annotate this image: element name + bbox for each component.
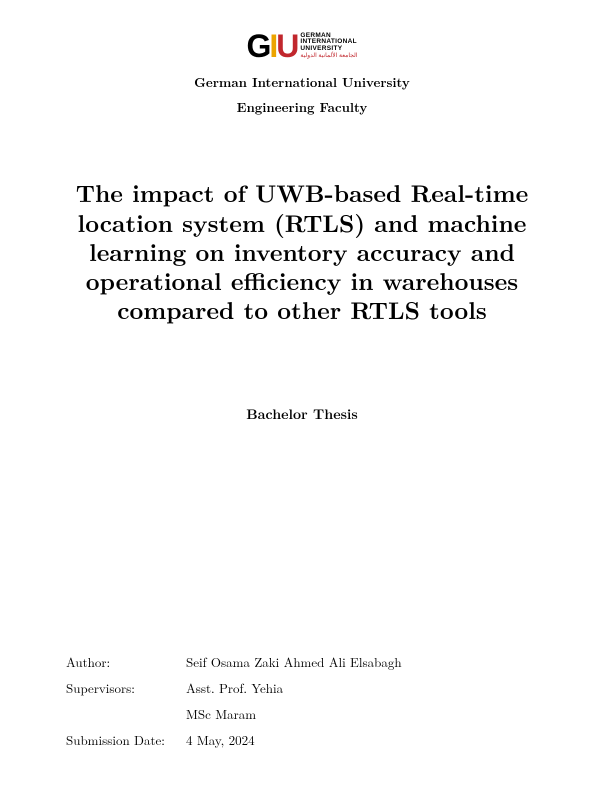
date-value: 4 May, 2024 — [186, 727, 544, 753]
supervisor-2: MSc Maram — [186, 701, 544, 727]
thesis-subtitle: Bachelor Thesis — [60, 404, 544, 424]
thesis-title: The impact of UWB-based Real-time locati… — [50, 179, 554, 325]
supervisors-row-2: MSc Maram — [66, 701, 544, 727]
date-row: Submission Date: 4 May, 2024 — [66, 727, 544, 753]
supervisors-label-empty — [66, 701, 186, 727]
supervisor-1: Asst. Prof. Yehia — [186, 675, 544, 701]
author-row: Author: Seif Osama Zaki Ahmed Ali Elsaba… — [66, 649, 544, 675]
logo-row: GIU GERMAN INTERNATIONAL UNIVERSITY الجا… — [60, 30, 544, 62]
logo-text-block: GERMAN INTERNATIONAL UNIVERSITY الجامعة … — [300, 33, 357, 60]
logo-letters: GIU — [246, 30, 297, 62]
date-label: Submission Date: — [66, 727, 186, 753]
supervisors-label: Supervisors: — [66, 675, 186, 701]
author-label: Author: — [66, 649, 186, 675]
logo-arabic: الجامعة الألمانية الدولية — [300, 53, 357, 59]
header-block: German International University Engineer… — [60, 70, 544, 119]
giu-logo: GIU GERMAN INTERNATIONAL UNIVERSITY الجا… — [246, 30, 357, 62]
thesis-title-page: GIU GERMAN INTERNATIONAL UNIVERSITY الجا… — [0, 0, 604, 807]
faculty-name: Engineering Faculty — [60, 95, 544, 120]
author-value: Seif Osama Zaki Ahmed Ali Elsabagh — [186, 649, 544, 675]
meta-block: Author: Seif Osama Zaki Ahmed Ali Elsaba… — [66, 649, 544, 753]
logo-line-3: UNIVERSITY — [300, 46, 357, 53]
supervisors-row-1: Supervisors: Asst. Prof. Yehia — [66, 675, 544, 701]
university-name: German International University — [60, 70, 544, 95]
